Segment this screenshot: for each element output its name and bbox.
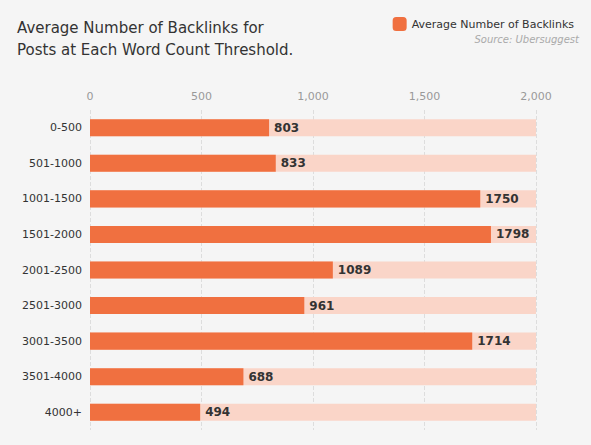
svg-text:2501-3000: 2501-3000 [22, 299, 82, 312]
svg-text:2,000: 2,000 [520, 90, 552, 103]
svg-text:0: 0 [87, 90, 94, 103]
svg-text:1001-1500: 1001-1500 [22, 192, 82, 205]
svg-text:961: 961 [309, 299, 334, 313]
svg-text:0-500: 0-500 [50, 121, 82, 134]
svg-text:4000+: 4000+ [45, 406, 82, 419]
svg-text:3501-4000: 3501-4000 [22, 370, 82, 383]
svg-text:Posts at Each Word Count Thres: Posts at Each Word Count Threshold. [17, 41, 293, 59]
svg-text:Source: Ubersuggest: Source: Ubersuggest [474, 34, 580, 45]
svg-text:1089: 1089 [338, 263, 371, 277]
svg-text:688: 688 [248, 370, 273, 384]
svg-text:1501-2000: 1501-2000 [22, 228, 82, 241]
svg-text:1714: 1714 [477, 334, 510, 348]
svg-text:501-1000: 501-1000 [29, 157, 82, 170]
svg-text:1,500: 1,500 [409, 90, 441, 103]
svg-text:3001-3500: 3001-3500 [22, 335, 82, 348]
svg-text:803: 803 [274, 121, 299, 135]
svg-text:2001-2500: 2001-2500 [22, 264, 82, 277]
svg-text:500: 500 [191, 90, 212, 103]
svg-text:1750: 1750 [485, 192, 518, 206]
svg-text:Average Number of Backlinks fo: Average Number of Backlinks for [17, 19, 265, 37]
svg-text:Average Number of Backlinks: Average Number of Backlinks [412, 18, 575, 31]
svg-text:1798: 1798 [496, 227, 529, 241]
svg-text:1,000: 1,000 [297, 90, 329, 103]
svg-text:494: 494 [205, 405, 230, 419]
svg-text:833: 833 [281, 156, 306, 170]
